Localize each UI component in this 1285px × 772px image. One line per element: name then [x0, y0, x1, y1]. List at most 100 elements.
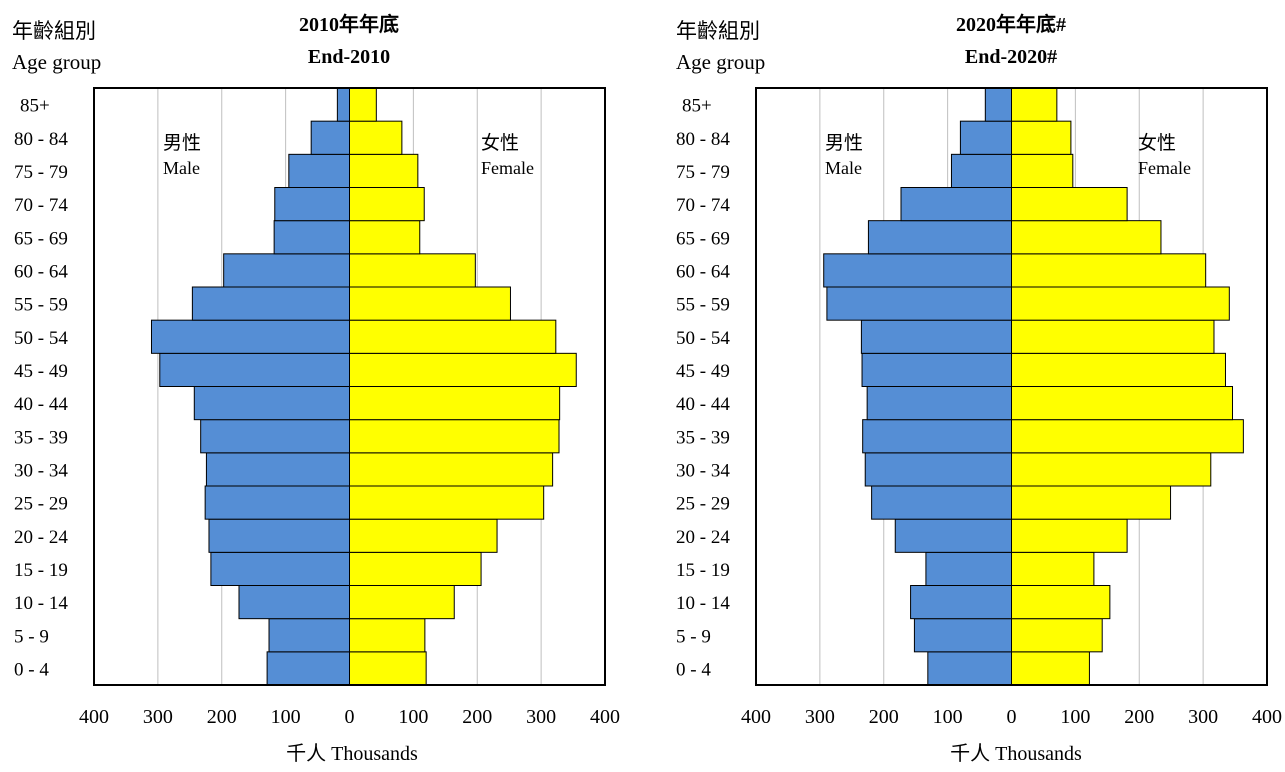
female-bar: [349, 585, 455, 620]
female-bar: [349, 120, 403, 155]
x-tick-label: 100: [398, 706, 428, 728]
age-group-label-en: Age group: [12, 50, 101, 74]
age-tick-label: 50 - 54: [676, 328, 730, 349]
male-bar: [823, 253, 1013, 288]
x-tick-label: 200: [462, 706, 492, 728]
x-tick-label: 100: [933, 706, 963, 728]
age-tick-label: 65 - 69: [14, 228, 68, 249]
pyramid-panel-2020: 年齡組別 Age group 2020年年底# End-2020# 男性 Mal…: [676, 12, 1282, 765]
female-bar: [349, 352, 577, 388]
female-bar: [349, 386, 561, 421]
female-bar: [349, 220, 421, 255]
x-tick-labels: 400 300 200 100 0 100 200 300 400: [79, 706, 620, 728]
female-bar: [1011, 153, 1074, 188]
age-tick-label: 5 - 9: [676, 626, 711, 647]
female-bar: [1011, 253, 1207, 288]
male-bar: [866, 386, 1013, 421]
female-bar: [1011, 319, 1215, 354]
age-tick-label: 70 - 74: [676, 195, 730, 216]
age-tick-labels: 0 - 4 5 - 9 10 - 14 15 - 19 20 - 24 25 - 29 30…: [676, 96, 730, 681]
female-bar: [349, 485, 545, 520]
male-bar: [210, 551, 350, 586]
female-bar: [1011, 452, 1212, 487]
male-bar: [150, 319, 350, 354]
age-tick-label: 50 - 54: [14, 328, 68, 349]
age-tick-label: 30 - 34: [14, 460, 68, 481]
male-bar: [310, 120, 350, 155]
male-label-zh: 男性: [825, 132, 863, 154]
x-tick-label: 400: [79, 706, 109, 728]
age-tick-label: 20 - 24: [676, 527, 730, 548]
age-tick-label: 40 - 44: [676, 394, 730, 415]
x-tick-label: 300: [1188, 706, 1218, 728]
bars: [823, 87, 1244, 686]
male-bar: [205, 452, 350, 487]
male-bar: [826, 286, 1012, 321]
female-bar: [1011, 352, 1226, 388]
age-group-label-zh: 年齡組別: [12, 19, 96, 43]
age-tick-label: 45 - 49: [14, 361, 68, 382]
age-tick-label: 70 - 74: [14, 195, 68, 216]
age-tick-label: 40 - 44: [14, 394, 68, 415]
male-bar: [288, 153, 351, 188]
female-bar: [1011, 618, 1103, 653]
age-tick-label: 75 - 79: [676, 162, 730, 183]
age-tick-label: 10 - 14: [676, 593, 730, 614]
male-bar: [238, 585, 350, 620]
female-bar: [349, 253, 476, 288]
x-tick-label: 300: [805, 706, 835, 728]
female-label-zh: 女性: [1138, 132, 1176, 154]
male-bar: [274, 187, 350, 222]
female-bar: [1011, 120, 1072, 155]
male-bar: [336, 87, 350, 122]
male-bar: [927, 651, 1012, 686]
x-axis-label: 千人 Thousands: [286, 742, 418, 765]
x-tick-label: 400: [590, 706, 620, 728]
age-tick-label: 20 - 24: [14, 527, 68, 548]
female-bar: [1011, 585, 1111, 620]
x-tick-label: 400: [1252, 706, 1282, 728]
male-bar: [950, 153, 1013, 188]
female-bar: [1011, 485, 1172, 520]
x-tick-label: 0: [1007, 706, 1017, 728]
age-tick-label: 45 - 49: [676, 361, 730, 382]
male-label-en: Male: [163, 158, 200, 178]
age-tick-label: 75 - 79: [14, 162, 68, 183]
female-bar: [349, 319, 557, 354]
chart-title: 2010年年底: [299, 12, 399, 36]
male-bar: [862, 419, 1013, 454]
plot-frame: [93, 87, 606, 686]
male-bar: [913, 618, 1012, 653]
female-bar: [349, 618, 426, 653]
age-tick-label: 55 - 59: [14, 295, 68, 316]
female-bar: [349, 153, 419, 188]
x-tick-label: 200: [1124, 706, 1154, 728]
male-bar: [200, 419, 350, 454]
female-bar: [349, 419, 560, 454]
age-tick-label: 60 - 64: [676, 261, 730, 282]
female-bar: [1011, 386, 1234, 421]
age-tick-label: 25 - 29: [14, 494, 68, 515]
male-bar: [193, 386, 350, 421]
bars: [150, 87, 577, 686]
female-bar: [349, 518, 498, 553]
male-bar: [860, 319, 1012, 354]
female-bar: [349, 551, 482, 586]
x-tick-label: 300: [143, 706, 173, 728]
chart-subtitle: End-2010: [308, 46, 390, 68]
male-bar: [208, 518, 350, 553]
female-bar: [349, 452, 554, 487]
male-bar: [268, 618, 350, 653]
age-tick-label: 60 - 64: [14, 261, 68, 282]
age-tick-label: 15 - 19: [14, 560, 68, 581]
x-tick-label: 300: [526, 706, 556, 728]
x-tick-label: 400: [741, 706, 771, 728]
male-bar: [273, 220, 350, 255]
female-bar: [349, 651, 427, 686]
female-label-en: Female: [481, 158, 534, 178]
female-bar: [1011, 220, 1162, 255]
age-group-label-zh: 年齡組別: [676, 19, 760, 43]
age-tick-label: 35 - 39: [14, 427, 68, 448]
